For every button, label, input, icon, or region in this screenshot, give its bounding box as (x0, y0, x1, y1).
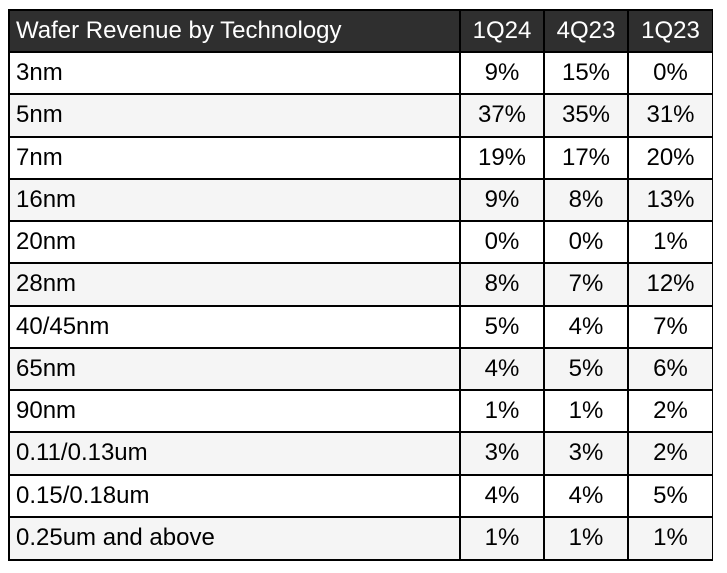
header-row: Wafer Revenue by Technology 1Q24 4Q23 1Q… (10, 11, 712, 53)
row-label: 7nm (10, 136, 461, 180)
value-cell: 37% (460, 94, 545, 138)
table-row: 0.15/0.18um 4% 4% 5% (10, 474, 712, 518)
column-header-4q23: 4Q23 (544, 11, 629, 53)
value-cell: 0% (460, 221, 545, 265)
data-table: Wafer Revenue by Technology 1Q24 4Q23 1Q… (10, 11, 712, 559)
value-cell: 7% (544, 263, 629, 307)
row-label: 28nm (10, 263, 461, 307)
value-cell: 5% (628, 474, 712, 518)
table-row: 90nm 1% 1% 2% (10, 390, 712, 434)
value-cell: 2% (628, 390, 712, 434)
row-label: 16nm (10, 178, 461, 223)
value-cell: 4% (460, 474, 545, 518)
value-cell: 9% (460, 178, 545, 223)
value-cell: 7% (628, 305, 712, 349)
value-cell: 20% (628, 136, 712, 180)
table-row: 0.25um and above 1% 1% 1% (10, 516, 712, 559)
row-label: 5nm (10, 94, 461, 138)
value-cell: 3% (544, 432, 629, 476)
value-cell: 9% (460, 52, 545, 96)
row-label: 0.15/0.18um (10, 474, 461, 518)
value-cell: 19% (460, 136, 545, 180)
row-label: 0.25um and above (10, 516, 461, 559)
table-row: 65nm 4% 5% 6% (10, 347, 712, 392)
value-cell: 4% (460, 347, 545, 392)
table-row: 28nm 8% 7% 12% (10, 263, 712, 307)
table-row: 5nm 37% 35% 31% (10, 94, 712, 138)
table-row: 16nm 9% 8% 13% (10, 178, 712, 223)
value-cell: 17% (544, 136, 629, 180)
value-cell: 31% (628, 94, 712, 138)
value-cell: 13% (628, 178, 712, 223)
table-row: 0.11/0.13um 3% 3% 2% (10, 432, 712, 476)
table-row: 20nm 0% 0% 1% (10, 221, 712, 265)
value-cell: 0% (544, 221, 629, 265)
value-cell: 1% (544, 390, 629, 434)
row-label: 0.11/0.13um (10, 432, 461, 476)
value-cell: 3% (460, 432, 545, 476)
row-label: 90nm (10, 390, 461, 434)
row-label: 65nm (10, 347, 461, 392)
value-cell: 2% (628, 432, 712, 476)
row-label: 3nm (10, 52, 461, 96)
value-cell: 1% (628, 221, 712, 265)
column-header-1q23: 1Q23 (628, 11, 712, 53)
value-cell: 12% (628, 263, 712, 307)
row-label: 40/45nm (10, 305, 461, 349)
table-row: 40/45nm 5% 4% 7% (10, 305, 712, 349)
value-cell: 15% (544, 52, 629, 96)
table-row: 7nm 19% 17% 20% (10, 136, 712, 180)
value-cell: 1% (460, 390, 545, 434)
table-title: Wafer Revenue by Technology (10, 11, 461, 53)
value-cell: 5% (544, 347, 629, 392)
column-header-1q24: 1Q24 (460, 11, 545, 53)
value-cell: 1% (460, 516, 545, 559)
value-cell: 8% (544, 178, 629, 223)
value-cell: 6% (628, 347, 712, 392)
value-cell: 1% (628, 516, 712, 559)
value-cell: 5% (460, 305, 545, 349)
table-body: 3nm 9% 15% 0% 5nm 37% 35% 31% 7nm 19% 17% 20% 16nm 9%… (10, 52, 712, 559)
value-cell: 8% (460, 263, 545, 307)
value-cell: 1% (544, 516, 629, 559)
value-cell: 35% (544, 94, 629, 138)
wafer-revenue-table: Wafer Revenue by Technology 1Q24 4Q23 1Q… (8, 9, 713, 561)
row-label: 20nm (10, 221, 461, 265)
value-cell: 0% (628, 52, 712, 96)
value-cell: 4% (544, 474, 629, 518)
table-row: 3nm 9% 15% 0% (10, 52, 712, 96)
value-cell: 4% (544, 305, 629, 349)
